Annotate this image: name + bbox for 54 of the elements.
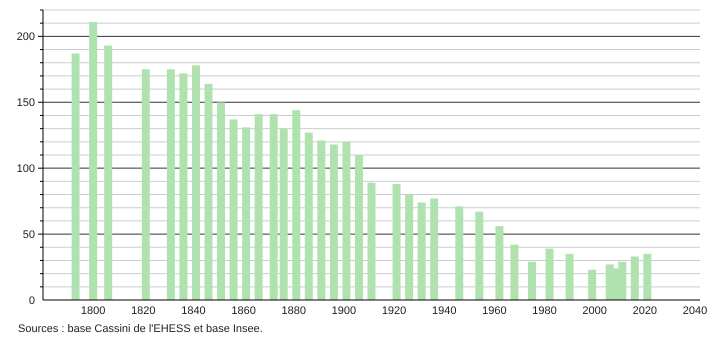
bar (588, 270, 596, 300)
bar (475, 212, 484, 300)
x-tick-label: 1840 (181, 305, 206, 317)
bar (89, 22, 98, 300)
bar (217, 102, 226, 300)
bar (528, 262, 536, 300)
bar (254, 114, 263, 300)
x-tick-label: 1960 (482, 305, 507, 317)
bar (510, 244, 518, 300)
bar (317, 140, 326, 300)
bar (204, 84, 213, 300)
x-tick-label: 2020 (632, 305, 658, 317)
x-tick-label: 1920 (382, 305, 406, 317)
bar (418, 202, 426, 300)
bar (546, 248, 554, 300)
bar (495, 226, 504, 300)
x-tick-label: 1940 (432, 305, 456, 317)
bar (630, 256, 639, 300)
y-tick-label: 100 (16, 163, 35, 176)
bar (330, 144, 338, 300)
bar (166, 69, 175, 300)
x-tick-label: 1980 (532, 305, 557, 317)
bar (230, 119, 238, 300)
x-tick-label: 1900 (332, 305, 356, 317)
x-tick-label: 1800 (80, 305, 106, 317)
x-tick-label: 1820 (131, 305, 156, 317)
bar (242, 127, 250, 300)
bar (405, 194, 414, 300)
bar (72, 54, 80, 300)
y-tick-label: 50 (22, 228, 35, 241)
bar (392, 184, 401, 300)
bar (270, 114, 278, 300)
bar (104, 46, 112, 300)
y-tick-label: 200 (16, 31, 35, 44)
bar (280, 128, 288, 300)
bar (566, 254, 574, 300)
bar (292, 110, 300, 300)
y-tick-label: 0 (28, 294, 35, 307)
x-tick-label: 2000 (582, 305, 607, 317)
y-tick-label: 150 (16, 97, 35, 110)
bar (342, 142, 350, 300)
x-tick-label: 1860 (231, 305, 256, 317)
x-tick-label: 1880 (282, 305, 306, 317)
bar (455, 206, 464, 300)
bar (643, 254, 652, 300)
bar (368, 182, 376, 300)
bar (192, 65, 200, 300)
x-tick-label: 2040 (682, 305, 708, 317)
bar (142, 69, 150, 300)
source-note: Sources : base Cassini de l'EHESS et base Insee. (18, 323, 263, 335)
bar (304, 132, 313, 300)
bar (179, 73, 188, 300)
bar (430, 198, 438, 300)
bar (354, 155, 363, 300)
